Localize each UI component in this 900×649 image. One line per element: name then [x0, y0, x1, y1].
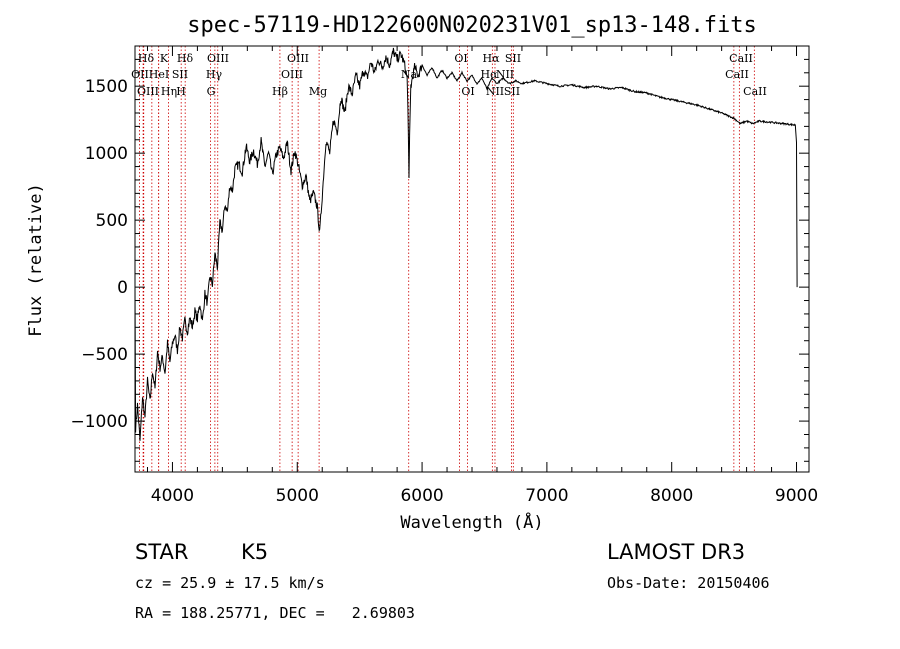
line-label: OIII: [207, 52, 229, 65]
emission-line-markers: [139, 46, 755, 472]
line-label: K: [160, 52, 169, 65]
redshift-readout: cz = 25.9 ± 17.5 km/s: [135, 574, 325, 592]
line-label: OI: [461, 85, 474, 98]
line-label: Hβ: [272, 85, 288, 98]
spectral-subclass: K5: [241, 540, 269, 564]
line-label: OIII: [137, 85, 159, 98]
survey-name: LAMOST DR3: [607, 540, 746, 564]
line-label: G: [207, 85, 216, 98]
coordinates: RA = 188.25771, DEC = 2.69803: [135, 604, 415, 622]
line-label: Hα: [480, 68, 498, 81]
x-tick-label: 8000: [650, 486, 693, 506]
line-label: CaII: [743, 85, 767, 98]
line-label: Hη: [161, 85, 177, 98]
line-label: OIII: [287, 52, 309, 65]
chart-title: spec-57119-HD122600N020231V01_sp13-148.f…: [187, 13, 757, 38]
line-label: CaII: [725, 68, 749, 81]
line-label: SII: [172, 68, 188, 81]
plot-frame: [134, 45, 810, 473]
y-tick-label: 0: [117, 278, 128, 298]
line-label: SII: [505, 52, 521, 65]
line-label: NII: [486, 85, 504, 98]
line-label: H: [176, 85, 186, 98]
line-label: HeI: [149, 68, 169, 81]
line-label: Hα: [482, 52, 500, 65]
line-label: Hδ: [177, 52, 194, 65]
x-axis-ticks: 4000 5000 6000 7000 8000 9000: [146, 46, 818, 506]
line-label: OII: [131, 68, 149, 81]
object-type: STAR: [135, 540, 189, 564]
line-label: OI: [454, 52, 467, 65]
x-tick-label: 7000: [525, 486, 568, 506]
line-label: SII: [504, 85, 520, 98]
line-label: OIII: [281, 68, 303, 81]
y-axis-ticks: −1000 −500 0 500 1000 1500: [70, 58, 809, 462]
x-tick-label: 9000: [775, 486, 818, 506]
line-label: Hγ: [206, 68, 223, 81]
line-label: Hδ: [138, 52, 155, 65]
spectrum-line: [134, 47, 798, 441]
y-axis-label: Flux (relative): [26, 183, 46, 337]
y-tick-label: 1500: [85, 77, 128, 97]
x-tick-label: 5000: [276, 486, 319, 506]
x-axis-label: Wavelength (Å): [400, 511, 543, 533]
y-tick-label: −1000: [70, 412, 128, 432]
obs-date: Obs-Date: 20150406: [607, 574, 770, 592]
line-label: Mg: [309, 85, 327, 98]
y-tick-label: 500: [96, 211, 128, 231]
y-tick-label: 1000: [85, 144, 128, 164]
x-tick-label: 4000: [151, 486, 194, 506]
x-tick-label: 6000: [400, 486, 443, 506]
line-label: NII: [496, 68, 514, 81]
line-label: CaII: [729, 52, 753, 65]
y-tick-label: −500: [81, 345, 128, 365]
